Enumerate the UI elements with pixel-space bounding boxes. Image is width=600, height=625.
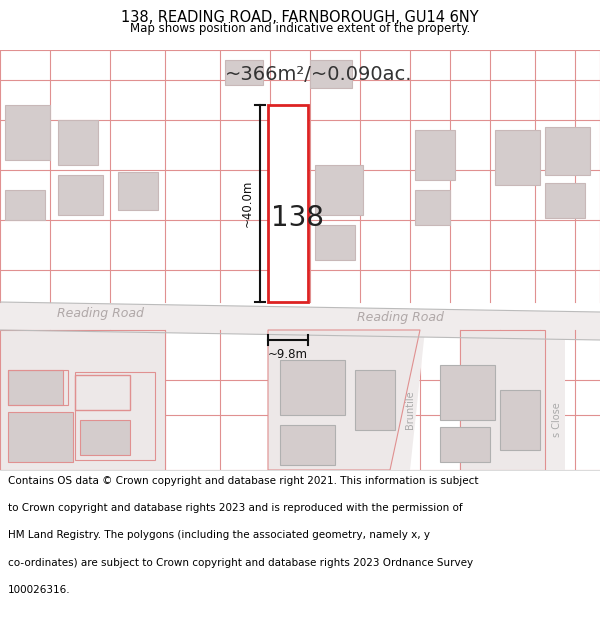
Bar xyxy=(315,165,363,215)
Bar xyxy=(75,375,130,410)
Text: HM Land Registry. The polygons (including the associated geometry, namely x, y: HM Land Registry. The polygons (includin… xyxy=(8,531,430,541)
Bar xyxy=(315,225,355,260)
Text: 138, READING ROAD, FARNBOROUGH, GU14 6NY: 138, READING ROAD, FARNBOROUGH, GU14 6NY xyxy=(121,10,479,25)
Bar xyxy=(58,120,98,165)
Bar xyxy=(500,390,540,450)
Bar xyxy=(545,127,590,175)
Bar xyxy=(280,425,335,465)
Bar xyxy=(5,105,50,160)
Bar xyxy=(225,60,263,85)
Bar xyxy=(80,420,130,455)
Bar xyxy=(440,365,495,420)
Text: ~40.0m: ~40.0m xyxy=(241,180,254,227)
Text: to Crown copyright and database rights 2023 and is reproduced with the permissio: to Crown copyright and database rights 2… xyxy=(8,503,463,513)
Text: Contains OS data © Crown copyright and database right 2021. This information is : Contains OS data © Crown copyright and d… xyxy=(8,476,478,486)
Bar xyxy=(415,130,455,180)
Polygon shape xyxy=(0,330,165,470)
Text: Map shows position and indicative extent of the property.: Map shows position and indicative extent… xyxy=(130,22,470,35)
Text: ~366m²/~0.090ac.: ~366m²/~0.090ac. xyxy=(225,65,413,84)
Text: co-ordinates) are subject to Crown copyright and database rights 2023 Ordnance S: co-ordinates) are subject to Crown copyr… xyxy=(8,558,473,568)
Text: ~9.8m: ~9.8m xyxy=(268,348,308,361)
Bar xyxy=(75,372,155,460)
Text: 138: 138 xyxy=(271,204,325,232)
Text: Reading Road: Reading Road xyxy=(356,311,443,324)
Text: Reading Road: Reading Road xyxy=(56,308,143,321)
Polygon shape xyxy=(460,330,545,470)
Bar xyxy=(58,175,103,215)
Polygon shape xyxy=(268,330,420,470)
Bar xyxy=(440,427,490,462)
Bar xyxy=(8,370,63,405)
Bar xyxy=(8,370,68,405)
Bar xyxy=(310,60,352,88)
Text: s Close: s Close xyxy=(552,402,562,437)
Bar xyxy=(495,130,540,185)
Bar xyxy=(415,190,450,225)
Text: Bruntile: Bruntile xyxy=(405,391,415,429)
Bar xyxy=(118,172,158,210)
Polygon shape xyxy=(385,330,425,470)
Bar xyxy=(280,360,345,415)
Bar xyxy=(8,412,73,462)
Text: 100026316.: 100026316. xyxy=(8,585,70,595)
Bar xyxy=(545,183,585,218)
Polygon shape xyxy=(0,302,600,340)
Bar xyxy=(268,105,308,302)
Bar xyxy=(5,190,45,220)
Polygon shape xyxy=(545,330,565,470)
Bar xyxy=(355,370,395,430)
